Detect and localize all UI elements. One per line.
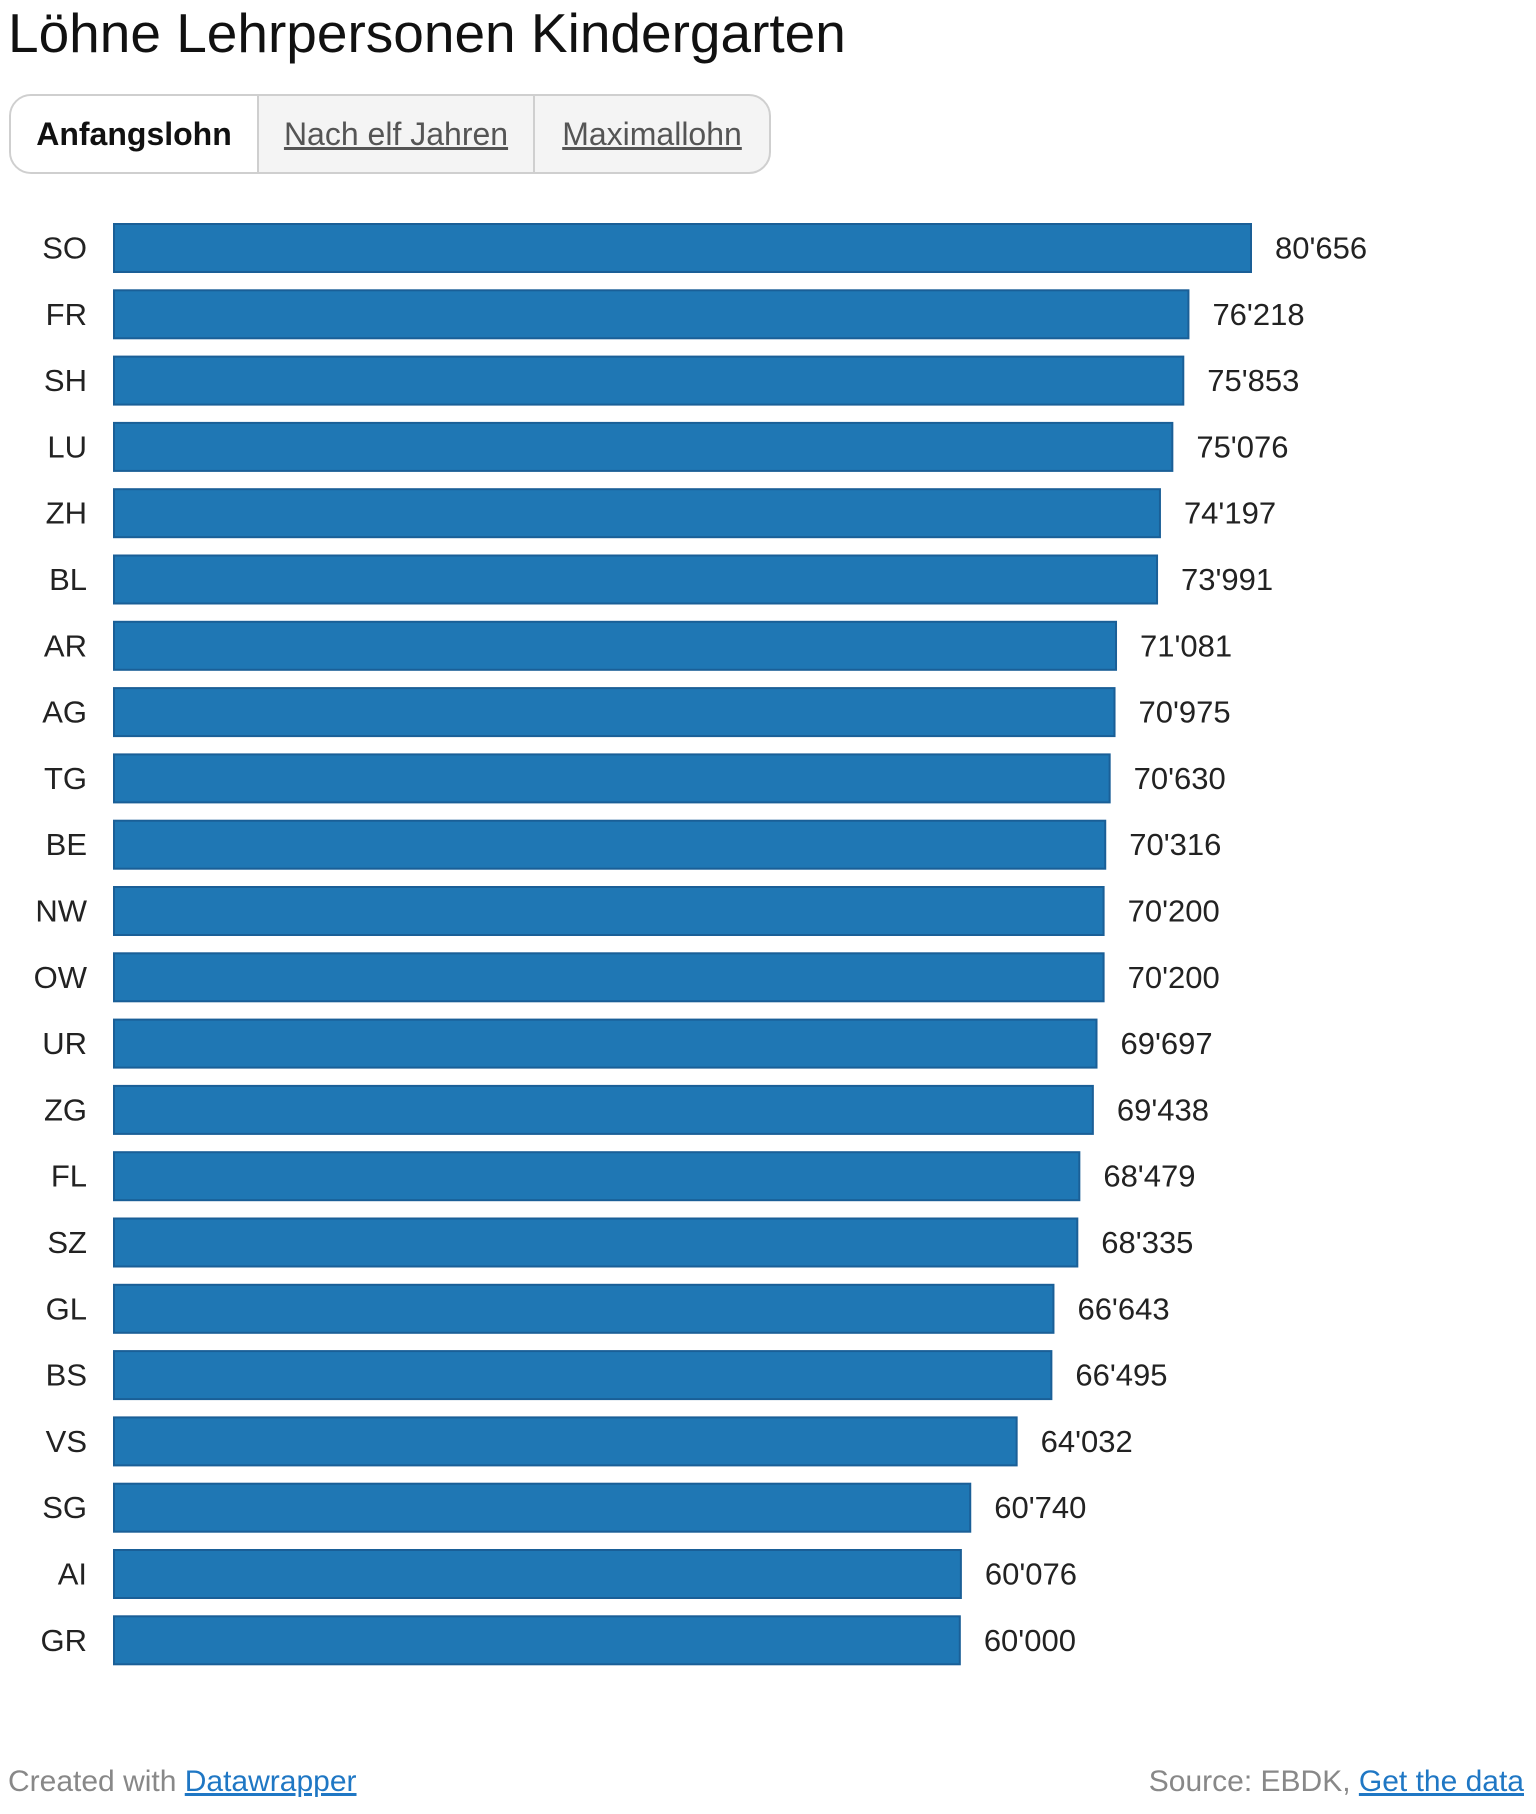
bar-bs[interactable]	[113, 1350, 1053, 1401]
value-label-vs: 64'032	[1041, 1424, 1133, 1459]
category-label-fl: FL	[51, 1159, 87, 1194]
bar-sg[interactable]	[113, 1482, 972, 1533]
bar-gl[interactable]	[113, 1283, 1055, 1334]
value-label-ur: 69'697	[1121, 1026, 1213, 1061]
tab-anfangslohn[interactable]: Anfangslohn	[11, 96, 257, 172]
category-label-ar: AR	[44, 628, 87, 663]
bar-ai[interactable]	[113, 1549, 962, 1599]
category-label-sh: SH	[44, 363, 87, 398]
category-label-so: SO	[42, 231, 87, 266]
bar-fr[interactable]	[113, 289, 1190, 340]
bar-sh[interactable]	[113, 355, 1185, 406]
bar-zg[interactable]	[113, 1084, 1094, 1135]
value-label-fr: 76'218	[1212, 297, 1304, 332]
category-label-gl: GL	[46, 1291, 87, 1326]
get-the-data-link[interactable]: Get the data	[1358, 1765, 1524, 1798]
value-label-gr: 60'000	[984, 1623, 1076, 1658]
footer-source: Source: EBDK, Get the data	[1149, 1762, 1524, 1802]
category-label-sg: SG	[42, 1490, 87, 1525]
category-label-sz: SZ	[47, 1225, 87, 1260]
value-label-ar: 71'081	[1140, 628, 1232, 663]
value-label-fl: 68'479	[1103, 1159, 1195, 1194]
value-label-lu: 75'076	[1196, 429, 1288, 464]
value-label-zh: 74'197	[1184, 496, 1276, 531]
footer-credit: Created with Datawrapper	[8, 1762, 357, 1802]
value-label-so: 80'656	[1275, 231, 1367, 266]
tab-nach-elf-jahren[interactable]: Nach elf Jahren	[257, 96, 533, 172]
bar-tg[interactable]	[113, 753, 1111, 804]
category-label-gr: GR	[41, 1623, 88, 1658]
bar-ur[interactable]	[113, 1018, 1098, 1069]
category-label-ow: OW	[34, 960, 88, 995]
value-label-sh: 75'853	[1207, 363, 1299, 398]
bar-fl[interactable]	[113, 1151, 1081, 1202]
category-label-zg: ZG	[44, 1092, 87, 1127]
tab-maximallohn[interactable]: Maximallohn	[533, 96, 769, 172]
bar-vs[interactable]	[113, 1416, 1018, 1467]
value-label-sz: 68'335	[1101, 1225, 1193, 1260]
category-label-zh: ZH	[46, 496, 87, 531]
value-label-gl: 66'643	[1077, 1291, 1169, 1326]
value-label-be: 70'316	[1129, 827, 1221, 862]
source-prefix: Source: EBDK,	[1148, 1765, 1359, 1798]
category-label-ur: UR	[42, 1026, 87, 1061]
value-label-ow: 70'200	[1128, 960, 1220, 995]
bar-zh[interactable]	[113, 488, 1161, 539]
value-label-sg: 60'740	[994, 1490, 1086, 1525]
bar-be[interactable]	[113, 819, 1107, 870]
bar-ag[interactable]	[113, 687, 1116, 738]
chart-title: Löhne Lehrpersonen Kindergarten	[8, 2, 846, 64]
category-label-nw: NW	[35, 894, 87, 929]
category-label-ag: AG	[42, 695, 87, 730]
value-label-zg: 69'438	[1117, 1092, 1209, 1127]
dataset-tabs: Anfangslohn Nach elf Jahren Maximallohn	[9, 94, 771, 174]
value-label-tg: 70'630	[1134, 761, 1226, 796]
bar-gr[interactable]	[113, 1615, 961, 1666]
category-label-bl: BL	[49, 562, 87, 597]
category-label-fr: FR	[46, 297, 87, 332]
value-label-bl: 73'991	[1181, 562, 1273, 597]
category-label-lu: LU	[47, 429, 87, 464]
bar-so[interactable]	[113, 223, 1252, 273]
value-label-ag: 70'975	[1139, 695, 1231, 730]
datawrapper-link[interactable]: Datawrapper	[184, 1765, 357, 1798]
bar-sz[interactable]	[113, 1217, 1079, 1268]
value-label-nw: 70'200	[1128, 894, 1220, 929]
category-label-ai: AI	[58, 1557, 87, 1592]
value-label-ai: 60'076	[985, 1557, 1077, 1592]
bar-ow[interactable]	[113, 952, 1105, 1003]
bar-chart: SO 80'656 FR 76'218 SH 75'853 LU 75'076 ZH 74'197…	[34, 223, 1367, 1666]
bar-nw[interactable]	[113, 886, 1105, 936]
category-label-be: BE	[46, 827, 87, 862]
bar-ar[interactable]	[113, 620, 1118, 671]
bar-lu[interactable]	[113, 421, 1174, 472]
category-label-vs: VS	[46, 1424, 87, 1459]
category-label-bs: BS	[46, 1358, 87, 1393]
bar-bl[interactable]	[113, 554, 1159, 605]
category-label-tg: TG	[44, 761, 87, 796]
credit-prefix: Created with	[8, 1765, 185, 1798]
value-label-bs: 66'495	[1075, 1358, 1167, 1393]
